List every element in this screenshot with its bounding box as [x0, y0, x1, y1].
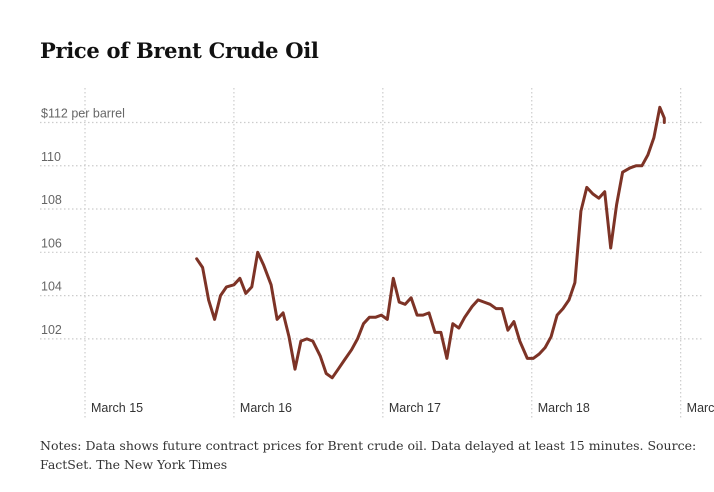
data-point	[615, 203, 619, 207]
data-point	[488, 302, 492, 306]
data-point	[219, 294, 223, 298]
x-tick-label: March 15	[91, 401, 143, 415]
data-point	[451, 322, 455, 326]
data-point	[421, 313, 425, 317]
data-point	[433, 330, 437, 334]
data-point	[567, 298, 571, 302]
data-point	[457, 326, 461, 330]
data-point	[356, 337, 360, 341]
data-point	[207, 298, 211, 302]
data-point	[439, 330, 443, 334]
data-point	[585, 185, 589, 189]
chart-title: Price of Brent Crude Oil	[40, 38, 319, 63]
y-tick-label: 106	[41, 236, 62, 250]
data-point	[336, 367, 340, 371]
data-point	[379, 313, 383, 317]
data-point	[561, 307, 565, 311]
x-axis-tick-labels: March 15 March 16 March 17 March 18 March 19	[91, 401, 714, 415]
data-point	[311, 339, 315, 343]
data-point	[275, 317, 279, 321]
data-point	[652, 136, 656, 140]
data-point	[318, 354, 322, 358]
data-point	[621, 170, 625, 174]
data-point	[281, 311, 285, 315]
data-point	[201, 266, 205, 270]
data-point	[225, 285, 229, 289]
data-point	[250, 285, 254, 289]
data-point	[262, 263, 266, 267]
x-tick-label: March 19	[687, 401, 714, 415]
y-axis-tick-labels: $112 per barrel 110 108 106 104 102	[41, 106, 125, 336]
data-point	[500, 307, 504, 311]
series-line	[195, 105, 666, 380]
data-point	[305, 337, 309, 341]
data-point	[287, 335, 291, 339]
data-point	[232, 283, 236, 287]
series-layer	[195, 105, 666, 380]
data-point	[293, 367, 297, 371]
data-point	[646, 153, 650, 157]
data-point	[537, 352, 541, 356]
data-point	[195, 257, 199, 261]
data-point	[512, 320, 516, 324]
data-point	[543, 346, 547, 350]
x-tick-label: March 16	[240, 401, 292, 415]
data-point	[213, 317, 217, 321]
data-point	[531, 356, 535, 360]
data-point	[634, 164, 638, 168]
data-point	[662, 116, 666, 120]
data-point	[244, 291, 248, 295]
data-point	[397, 300, 401, 304]
data-point	[409, 296, 413, 300]
data-point	[427, 311, 431, 315]
y-axis-unit-label: $112 per barrel	[41, 106, 125, 120]
data-point	[579, 209, 583, 213]
data-point	[482, 300, 486, 304]
grid-lines	[40, 88, 703, 418]
data-point	[609, 246, 613, 250]
data-point	[463, 315, 467, 319]
data-point	[445, 356, 449, 360]
data-point	[658, 105, 662, 109]
data-point	[362, 322, 366, 326]
data-point	[342, 359, 346, 363]
data-point	[391, 276, 395, 280]
data-point	[330, 376, 334, 380]
data-point	[573, 281, 577, 285]
data-point	[350, 348, 354, 352]
data-point	[591, 192, 595, 196]
data-point	[555, 313, 559, 317]
data-point	[373, 315, 377, 319]
data-point	[518, 339, 522, 343]
data-point	[525, 356, 529, 360]
y-tick-label: 108	[41, 193, 62, 207]
data-point	[238, 276, 242, 280]
data-point	[470, 304, 474, 308]
data-point	[506, 328, 510, 332]
data-point	[269, 283, 273, 287]
data-point	[299, 339, 303, 343]
y-tick-label: 110	[41, 150, 61, 164]
data-point	[640, 164, 644, 168]
data-point	[628, 166, 632, 170]
data-point	[549, 335, 553, 339]
data-point	[367, 315, 371, 319]
x-tick-label: March 18	[538, 401, 590, 415]
data-point	[385, 317, 389, 321]
data-point	[476, 298, 480, 302]
data-point	[324, 372, 328, 376]
chart-notes: Notes: Data shows future contract prices…	[40, 438, 697, 472]
data-point	[403, 302, 407, 306]
x-tick-label: March 17	[389, 401, 441, 415]
data-point	[597, 196, 601, 200]
data-point	[603, 190, 607, 194]
y-tick-label: 104	[41, 280, 62, 294]
y-tick-label: 102	[41, 323, 62, 337]
data-point	[256, 250, 260, 254]
data-point	[415, 313, 419, 317]
data-point	[494, 307, 498, 311]
